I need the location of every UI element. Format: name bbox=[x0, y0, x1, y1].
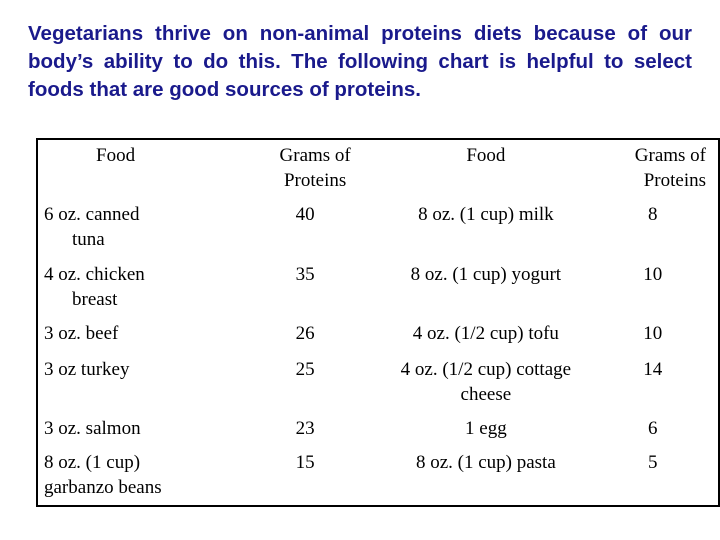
food-right-line1: 8 oz. (1 cup) milk bbox=[418, 204, 554, 225]
food-right-line2: cheese bbox=[460, 384, 512, 405]
header-grams-left-line2: Proteins bbox=[283, 170, 347, 191]
table-row: 3 oz turkey 25 4 oz. (1/2 cup) cottage ch… bbox=[37, 353, 719, 412]
grams-right-cell: 10 bbox=[643, 264, 663, 285]
grams-right-cell: 8 bbox=[647, 204, 658, 225]
food-left-cell: 3 oz. beef bbox=[37, 317, 238, 353]
food-right-cell: 1 egg bbox=[392, 412, 579, 446]
food-left-line1: 6 oz. canned bbox=[44, 204, 140, 225]
grams-left-cell: 23 bbox=[295, 418, 315, 439]
food-left-line1: 3 oz turkey bbox=[44, 359, 130, 380]
food-right-line1: 1 egg bbox=[465, 418, 507, 439]
food-right-line1: 8 oz. (1 cup) pasta bbox=[415, 452, 556, 473]
table-row: 4 oz. chicken breast 35 8 oz. (1 cup) yog… bbox=[37, 258, 719, 317]
protein-table: Food Grams of Proteins Food Grams of Pro… bbox=[36, 138, 720, 507]
food-left-cell: 3 oz turkey bbox=[37, 353, 238, 412]
header-grams-left-line1: Grams of bbox=[279, 145, 351, 166]
food-left-line2: tuna bbox=[72, 229, 105, 250]
header-grams-right-line1: Grams of bbox=[634, 145, 706, 166]
food-right-cell: 8 oz. (1 cup) yogurt bbox=[392, 258, 579, 317]
food-right-line1: 8 oz. (1 cup) yogurt bbox=[410, 264, 562, 285]
grams-left-cell: 15 bbox=[295, 452, 315, 473]
grams-right-cell: 14 bbox=[643, 359, 663, 380]
food-left-cell: 4 oz. chicken breast bbox=[37, 258, 238, 317]
food-left-cell: 6 oz. canned tuna bbox=[37, 198, 238, 258]
food-left-line1: 4 oz. chicken bbox=[44, 264, 145, 285]
grams-right-cell: 5 bbox=[647, 452, 658, 473]
food-right-line1: 4 oz. (1/2 cup) cottage bbox=[400, 359, 572, 380]
grams-right-cell: 10 bbox=[643, 323, 663, 344]
grams-left-cell: 26 bbox=[295, 323, 315, 344]
header-grams-right-line2: Proteins bbox=[643, 170, 706, 191]
table-row: 3 oz. salmon 23 1 egg 6 bbox=[37, 412, 719, 446]
table-header-row: Food Grams of Proteins Food Grams of Pro… bbox=[37, 139, 719, 198]
food-right-cell: 4 oz. (1/2 cup) cottage cheese bbox=[392, 353, 579, 412]
food-left-line2: breast bbox=[72, 289, 118, 310]
food-right-line1: 4 oz. (1/2 cup) tofu bbox=[412, 323, 559, 344]
food-left-line1: 3 oz. salmon bbox=[44, 418, 141, 439]
food-right-cell: 8 oz. (1 cup) milk bbox=[392, 198, 579, 258]
grams-left-cell: 25 bbox=[295, 359, 315, 380]
food-left-line1: 8 oz. (1 cup) bbox=[44, 452, 141, 473]
grams-right-cell: 6 bbox=[647, 418, 658, 439]
food-right-cell: 8 oz. (1 cup) pasta bbox=[392, 446, 579, 506]
food-left-cell: 8 oz. (1 cup) garbanzo beans bbox=[37, 446, 238, 506]
intro-paragraph: Vegetarians thrive on non-animal protein… bbox=[28, 22, 692, 101]
table-row: 3 oz. beef 26 4 oz. (1/2 cup) tofu 10 bbox=[37, 317, 719, 353]
grams-left-cell: 40 bbox=[295, 204, 315, 225]
food-left-cell: 3 oz. salmon bbox=[37, 412, 238, 446]
header-grams-right: Grams of Proteins bbox=[579, 139, 719, 198]
header-food-right: Food bbox=[466, 145, 506, 166]
grams-left-cell: 35 bbox=[295, 264, 315, 285]
header-food-left: Food bbox=[96, 145, 136, 166]
table-row: 6 oz. canned tuna 40 8 oz. (1 cup) milk 8 bbox=[37, 198, 719, 258]
food-left-line2: garbanzo beans bbox=[44, 477, 162, 498]
header-grams-left: Grams of Proteins bbox=[238, 139, 392, 198]
food-left-line1: 3 oz. beef bbox=[44, 323, 119, 344]
table-row: 8 oz. (1 cup) garbanzo beans 15 8 oz. (1 … bbox=[37, 446, 719, 506]
food-right-cell: 4 oz. (1/2 cup) tofu bbox=[392, 317, 579, 353]
